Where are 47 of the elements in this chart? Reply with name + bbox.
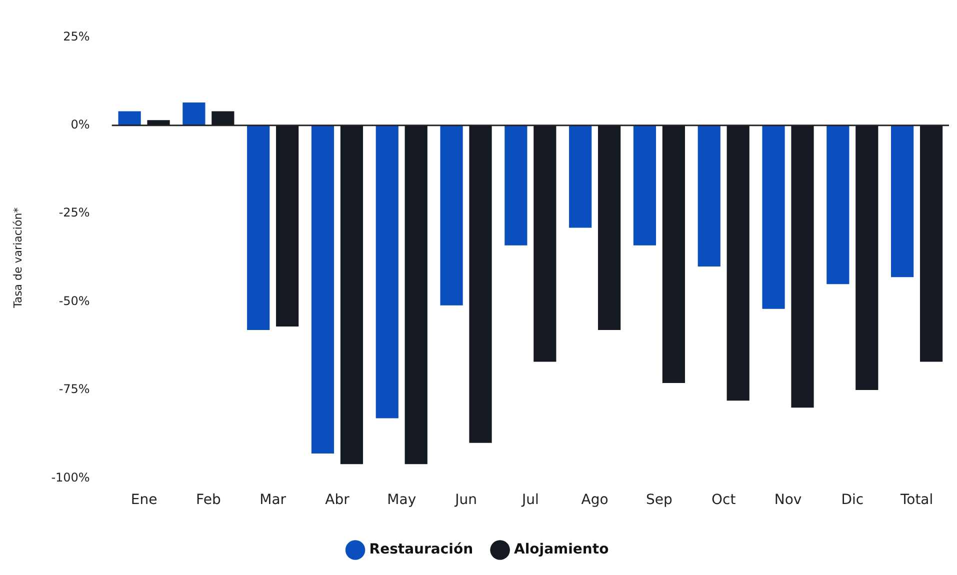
bar: [598, 125, 621, 330]
y-tick-label: -50%: [58, 294, 90, 308]
bar: [662, 125, 686, 383]
x-tick-label: Jun: [454, 492, 477, 508]
x-tick-label: Abr: [325, 492, 350, 508]
x-tick-label: Sep: [646, 492, 673, 508]
bar: [469, 125, 492, 443]
y-tick-label: 25%: [63, 29, 90, 44]
bar: [726, 125, 750, 401]
bar: [118, 111, 141, 126]
x-tick-label: Feb: [196, 492, 221, 508]
bar: [182, 102, 206, 126]
bar: [633, 125, 656, 246]
bar: [404, 125, 428, 464]
bar: [856, 125, 878, 390]
legend-label: Restauración: [369, 542, 474, 558]
bar: [762, 125, 785, 309]
x-tick-label: May: [387, 492, 416, 508]
bar: [376, 125, 398, 418]
y-tick-label: -25%: [58, 206, 90, 220]
x-tick-label: Mar: [260, 492, 286, 508]
bar: [340, 125, 364, 464]
x-tick-label: Ene: [130, 492, 158, 508]
y-tick-label: -100%: [51, 470, 90, 484]
bar: [247, 125, 270, 330]
bar: [698, 125, 720, 267]
bar: [891, 125, 914, 278]
legend-label: Alojamiento: [514, 542, 610, 558]
x-tick-label: Oct: [712, 492, 736, 508]
x-tick-label: Dic: [841, 492, 864, 508]
x-tick-label: Total: [899, 492, 934, 508]
bar: [440, 125, 463, 306]
y-tick-label: -75%: [58, 382, 90, 396]
bar: [920, 125, 943, 362]
bar: [212, 111, 234, 126]
bar: [504, 125, 528, 246]
bar: [791, 125, 814, 408]
bar: [276, 125, 299, 326]
bar: [569, 125, 592, 228]
x-tick-label: Nov: [774, 492, 802, 508]
y-axis-title: Tasa de variación*: [11, 206, 24, 310]
bar: [534, 125, 556, 362]
y-tick-label: 0%: [70, 118, 90, 132]
bar: [826, 125, 850, 284]
bar: [311, 125, 334, 454]
x-tick-label: Jul: [520, 492, 539, 508]
x-tick-label: Ago: [581, 492, 608, 508]
